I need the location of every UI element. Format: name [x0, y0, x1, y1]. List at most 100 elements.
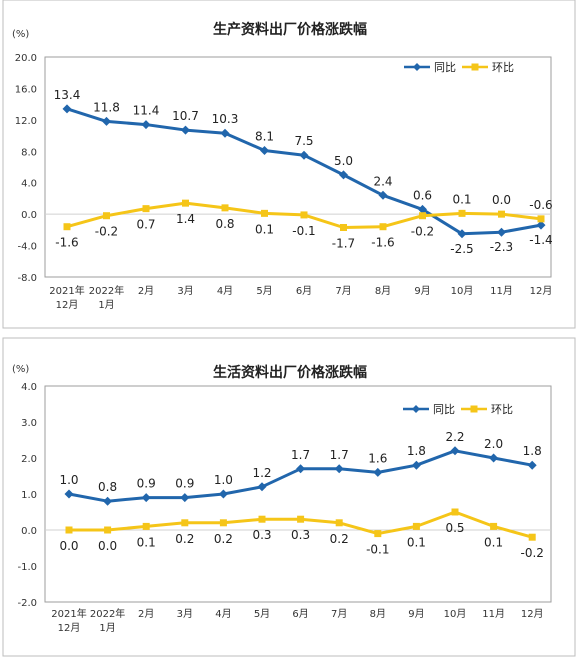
- data-label-mom: 1.4: [176, 212, 195, 226]
- x-tick-label: 10月: [451, 285, 474, 297]
- x-tick-label: 4月: [217, 285, 233, 297]
- data-label-yoy: 1.2: [252, 466, 271, 480]
- x-tick-label: 8月: [370, 608, 386, 620]
- data-point-yoy: [102, 116, 111, 126]
- data-point-mom: [297, 515, 305, 523]
- x-tick-label-line: 8月: [370, 608, 386, 620]
- x-tick-label-line: 3月: [177, 608, 193, 620]
- x-tick-label-line: 2月: [138, 285, 154, 297]
- y-tick-label: 12.0: [15, 116, 37, 127]
- x-tick-label-line: 2021年: [49, 284, 84, 297]
- data-label-yoy: 0.6: [413, 188, 432, 202]
- data-label-yoy: 13.4: [54, 88, 81, 102]
- data-label-mom: 0.3: [291, 528, 310, 542]
- data-point-yoy: [103, 496, 113, 506]
- data-point-mom: [219, 519, 227, 527]
- data-label-yoy: 11.4: [133, 104, 160, 118]
- data-label-mom: 0.2: [214, 532, 233, 546]
- plot-area: [44, 56, 552, 278]
- data-point-mom: [142, 522, 150, 530]
- chart-frame: [2, 0, 576, 329]
- data-label-yoy: 10.3: [212, 112, 239, 126]
- chart-panel-1: 生产资料出厂价格涨跌幅 (%) -8.0 -4.0 0.0 4.0 8.0 12.0 16.0 2…: [2, 0, 576, 329]
- x-tick-label-line: 1月: [98, 299, 114, 311]
- data-point-yoy: [181, 125, 190, 135]
- data-point-mom: [258, 515, 266, 523]
- data-point-yoy: [64, 489, 74, 499]
- data-label-mom: 0.3: [252, 528, 271, 542]
- y-tick-label: -4.0: [17, 242, 37, 253]
- data-point-mom: [340, 224, 347, 231]
- y-axis-label: (%): [12, 29, 29, 40]
- x-tick-label: 10月: [444, 608, 467, 620]
- data-label-yoy: 1.6: [368, 451, 387, 465]
- x-tick-label-line: 7月: [331, 608, 347, 620]
- plot-area: [44, 385, 552, 603]
- chart-panel-2: 生活资料出厂价格涨跌幅 (%) -2.0 -1.0 0.0 1.0 2.0 3.0 4.0 202…: [2, 337, 576, 657]
- x-tick-label-line: 2月: [138, 608, 154, 620]
- data-point-mom: [458, 209, 466, 217]
- x-tick-label-line: 9月: [414, 285, 430, 297]
- x-tick-label: 7月: [335, 285, 351, 297]
- data-label-mom: 0.8: [215, 217, 234, 231]
- data-label-yoy: 0.9: [137, 477, 156, 491]
- data-label-yoy: 2.2: [445, 430, 464, 444]
- data-label-mom: -0.2: [411, 225, 434, 239]
- x-tick-label: 8月: [375, 285, 391, 297]
- data-point-mom: [537, 215, 545, 223]
- data-point-yoy: [536, 220, 546, 230]
- data-label-yoy: 1.7: [330, 448, 349, 462]
- data-point-mom: [379, 223, 387, 231]
- data-label-mom: -0.2: [520, 546, 543, 560]
- data-point-mom: [181, 519, 189, 527]
- legend-label: 同比: [433, 403, 455, 416]
- x-tick-label: 11月: [490, 285, 513, 297]
- x-tick-label: 12月: [530, 285, 553, 297]
- data-label-mom: 0.2: [330, 532, 349, 546]
- x-tick-label-line: 10月: [451, 285, 474, 297]
- data-point-mom: [412, 522, 420, 530]
- data-label-yoy: 5.0: [334, 154, 353, 168]
- data-label-yoy: 10.7: [172, 109, 199, 123]
- legend-marker-square: [470, 405, 478, 413]
- data-label-mom: 0.1: [255, 222, 274, 236]
- y-tick-label: 4.0: [21, 382, 37, 393]
- y-tick-label: 20.0: [15, 53, 37, 64]
- x-tick-label-line: 7月: [335, 285, 351, 297]
- data-label-mom: -1.7: [332, 237, 355, 251]
- x-tick-label-line: 9月: [408, 608, 424, 620]
- x-tick-label: 5月: [256, 285, 272, 297]
- data-label-mom: 0.1: [407, 535, 426, 549]
- data-label-yoy: 2.4: [373, 174, 392, 188]
- data-point-yoy: [257, 482, 267, 492]
- data-point-yoy: [180, 493, 190, 503]
- data-label-yoy: 1.8: [523, 444, 542, 458]
- data-point-mom: [419, 212, 426, 220]
- chart-frame: [2, 337, 576, 657]
- data-point-yoy: [141, 493, 151, 503]
- y-tick-label: 16.0: [15, 84, 37, 95]
- y-axis-label: (%): [12, 364, 29, 375]
- x-tick-label: 2月: [138, 285, 154, 297]
- x-tick-label: 2021年 12月: [51, 607, 86, 634]
- data-label-yoy: 8.1: [255, 130, 274, 144]
- data-point-yoy: [296, 464, 306, 474]
- data-label-yoy: 0.9: [175, 477, 194, 491]
- legend-label: 环比: [491, 403, 513, 416]
- data-point-mom: [490, 522, 498, 530]
- x-tick-label-line: 2022年: [89, 284, 124, 297]
- data-point-mom: [335, 519, 343, 527]
- data-label-mom: 0.1: [137, 535, 156, 549]
- data-point-mom: [374, 530, 382, 538]
- y-tick-label: -1.0: [17, 562, 37, 573]
- y-tick-label: -2.0: [17, 598, 37, 609]
- data-label-yoy: 2.0: [484, 437, 503, 451]
- data-label-yoy: -1.4: [529, 233, 552, 247]
- data-label-mom: 0.0: [492, 193, 511, 207]
- legend-label: 同比: [434, 61, 456, 74]
- x-tick-label: 11月: [482, 608, 505, 620]
- x-tick-label: 4月: [215, 608, 231, 620]
- data-point-mom: [261, 209, 268, 217]
- data-label-yoy: 1.0: [214, 473, 233, 487]
